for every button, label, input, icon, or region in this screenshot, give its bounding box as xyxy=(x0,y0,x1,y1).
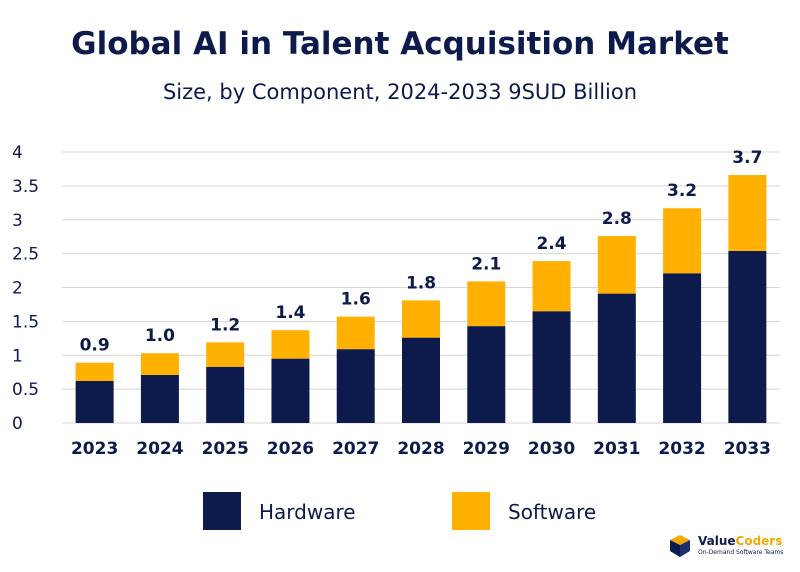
logo-name-part1: Value xyxy=(698,534,736,548)
bar-software-2024 xyxy=(140,353,179,375)
bar-software-2028 xyxy=(402,300,440,338)
y-tick-label: 1.5 xyxy=(12,312,39,332)
y-tick-label: 2.5 xyxy=(12,245,39,265)
bar-hardware-2029 xyxy=(467,326,506,423)
y-tick-label: 4 xyxy=(12,143,23,163)
total-label: 2.4 xyxy=(536,234,566,254)
x-tick-label: 2024 xyxy=(136,439,183,459)
x-tick-label: 2032 xyxy=(658,439,705,459)
bar-software-2030 xyxy=(532,261,571,312)
x-tick-label: 2026 xyxy=(267,439,314,459)
bar-software-2033 xyxy=(728,175,767,251)
x-tick-label: 2031 xyxy=(593,439,640,459)
bar-software-2027 xyxy=(336,316,375,350)
bar-hardware-2024 xyxy=(140,374,179,423)
bar-hardware-2028 xyxy=(402,337,440,423)
x-tick-label: 2025 xyxy=(202,439,249,459)
total-label: 1.8 xyxy=(406,273,436,293)
bar-hardware-2030 xyxy=(532,311,571,423)
y-tick-label: 0 xyxy=(12,414,23,434)
bar-hardware-2031 xyxy=(597,293,636,423)
bar-chart: 0 0.5 1 1.5 2 2.5 3 3.5 4 0.9 2023 1.0 2024 1.2 2025 1.… xyxy=(12,143,780,459)
bar-hardware-2032 xyxy=(663,273,702,423)
logo-name-part2: Coders xyxy=(735,534,783,548)
chart-title: Global AI in Talent Acquisition Market xyxy=(71,26,729,62)
total-label: 2.1 xyxy=(471,254,501,274)
bar-hardware-2033 xyxy=(728,250,767,423)
x-tick-label: 2023 xyxy=(71,439,118,459)
x-tick-label: 2033 xyxy=(724,439,771,459)
valuecoders-logo-icon xyxy=(670,535,690,557)
x-tick-label: 2027 xyxy=(332,439,379,459)
bar-hardware-2027 xyxy=(336,349,375,423)
legend-swatch-software xyxy=(452,492,490,530)
y-tick-label: 3 xyxy=(12,211,23,231)
chart-subtitle: Size, by Component, 2024-2033 9SUD Billi… xyxy=(162,80,638,104)
x-tick-label: 2028 xyxy=(397,439,444,459)
y-tick-label: 1 xyxy=(12,346,23,366)
total-label: 0.9 xyxy=(80,336,110,356)
x-tick-label: 2029 xyxy=(463,439,510,459)
bar-software-2032 xyxy=(663,208,702,274)
valuecoders-logo: ValueCoders On-Demand Software Teams xyxy=(668,532,794,562)
y-tick-label: 2 xyxy=(12,279,23,299)
bar-hardware-2023 xyxy=(75,380,114,423)
total-label: 1.2 xyxy=(210,315,240,335)
y-tick-label: 3.5 xyxy=(12,177,39,197)
total-label: 1.0 xyxy=(145,326,175,346)
total-label: 1.4 xyxy=(275,303,305,323)
total-label: 2.8 xyxy=(602,209,632,229)
legend-label-hardware: Hardware xyxy=(259,500,356,524)
bar-software-2025 xyxy=(206,342,245,367)
x-tick-label: 2030 xyxy=(528,439,575,459)
logo-tagline: On-Demand Software Teams xyxy=(698,549,784,556)
y-tick-label: 0.5 xyxy=(12,380,39,400)
total-label: 3.2 xyxy=(667,181,697,201)
bar-hardware-2025 xyxy=(206,366,245,423)
total-label: 1.6 xyxy=(341,290,371,310)
total-label: 3.7 xyxy=(732,148,762,168)
bar-software-2023 xyxy=(75,362,114,381)
bar-software-2031 xyxy=(597,236,636,294)
legend-swatch-hardware xyxy=(203,492,241,530)
bar-software-2029 xyxy=(467,281,506,327)
legend-label-software: Software xyxy=(508,500,597,524)
bar-hardware-2026 xyxy=(271,358,310,423)
bar-software-2026 xyxy=(271,330,310,359)
logo-name: ValueCoders xyxy=(698,534,782,548)
